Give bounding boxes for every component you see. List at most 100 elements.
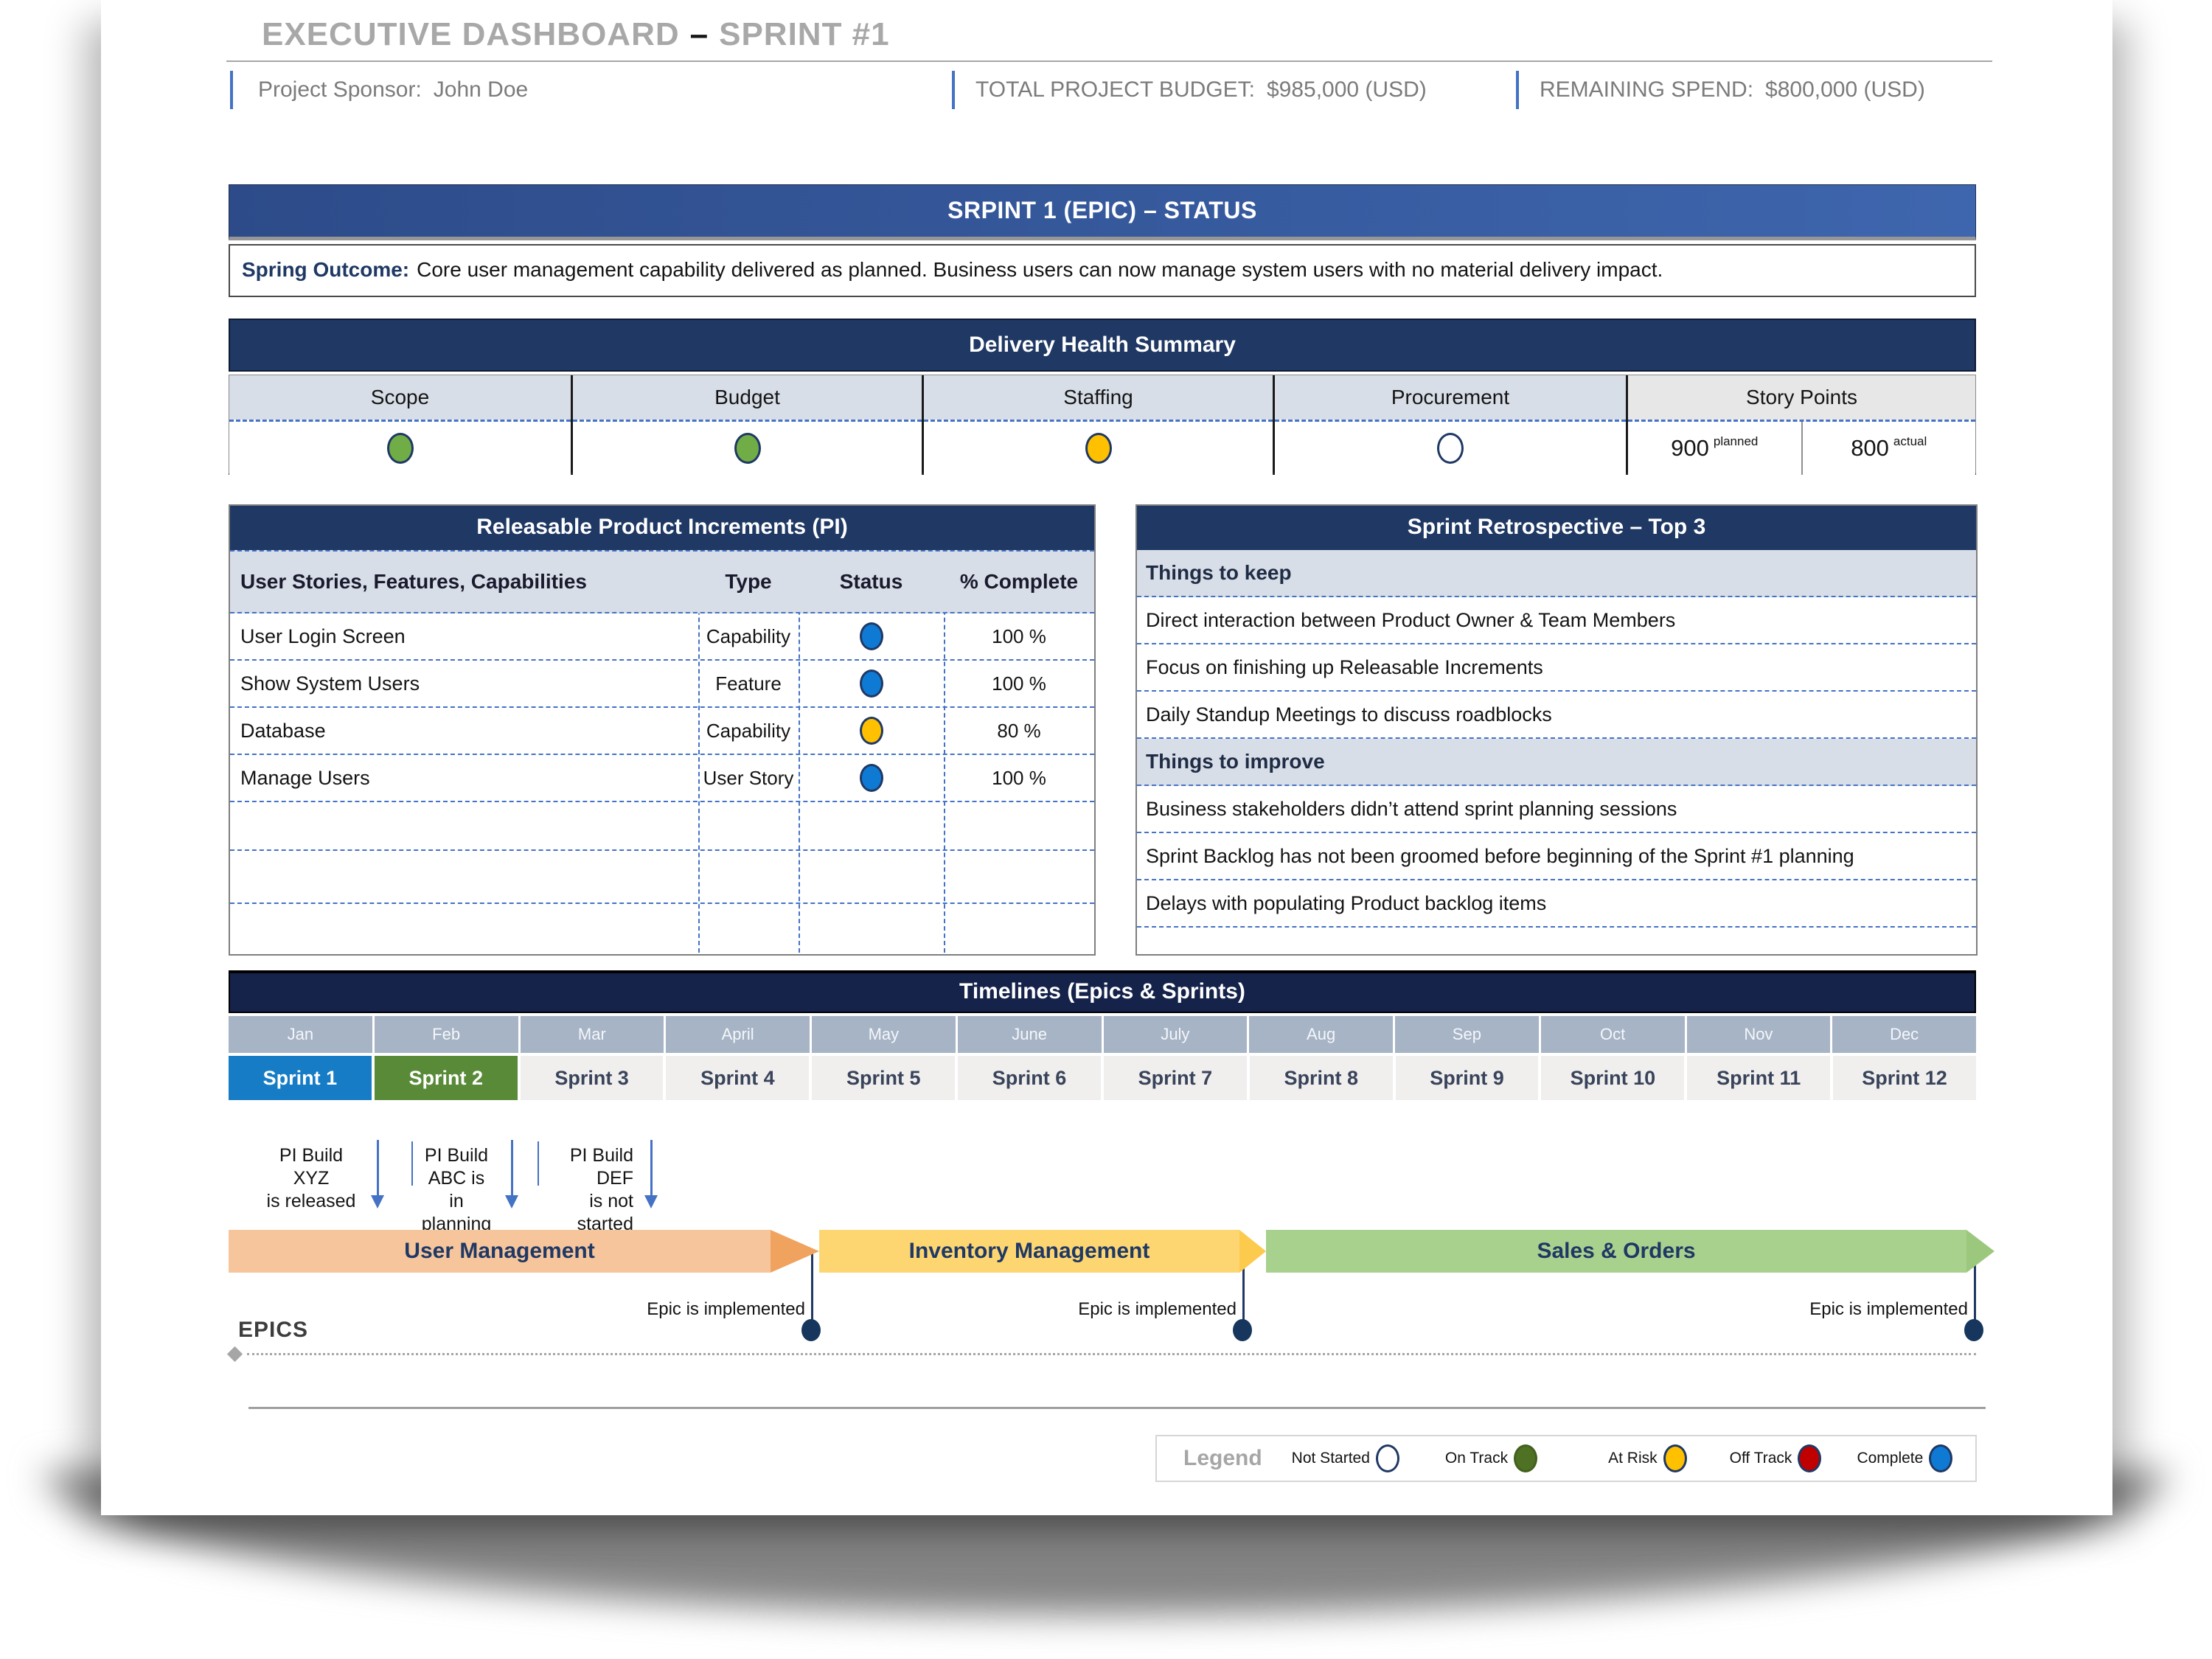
sprint-cell: Sprint 6 (958, 1056, 1101, 1100)
info-tick-sponsor (230, 71, 233, 109)
status-dot-not-started-icon (1375, 1444, 1399, 1472)
remaining-spend-label: REMAINING SPEND: (1540, 77, 1754, 102)
note-line: PI Build (424, 1145, 489, 1166)
health-col-procurement: Procurement (1275, 375, 1628, 475)
table-row-empty (230, 851, 1094, 904)
down-arrow-icon (644, 1140, 658, 1208)
epic-arrowhead-icon (771, 1230, 819, 1273)
note-line: PI Build XYZ (279, 1145, 344, 1189)
health-col-story-points: Story Points 900 planned 800 actual (1628, 375, 1975, 475)
milestone-dot-icon (1233, 1319, 1252, 1341)
total-budget-label: TOTAL PROJECT BUDGET: (975, 77, 1255, 102)
health-col-budget: Budget (573, 375, 924, 475)
project-sponsor-value: John Doe (433, 77, 529, 102)
sprint-cell-done: Sprint 2 (374, 1056, 518, 1100)
pi-row-type: User Story (703, 766, 794, 789)
status-dot-not-started-icon (1437, 433, 1464, 464)
note-line: is not (589, 1191, 633, 1211)
epic-arrowhead-icon (1239, 1230, 1266, 1273)
story-points-planned-value: 900 (1671, 435, 1709, 461)
milestone-label: Epic is implemented (1078, 1299, 1237, 1319)
health-col-scope: Scope (229, 375, 573, 475)
pi-row-name: Database (240, 719, 326, 742)
pi-header-pct: % Complete (959, 570, 1079, 593)
sprint-outcome-label: Spring Outcome: (242, 258, 410, 281)
retrospective-title: Sprint Retrospective – Top 3 (1137, 506, 1976, 550)
list-item: Focus on finishing up Releasable Increme… (1137, 644, 1976, 692)
delivery-health-title: Delivery Health Summary (229, 319, 1976, 372)
status-dot-at-risk-icon (1663, 1444, 1687, 1472)
month-cell: Jan (229, 1016, 372, 1053)
status-dot-off-track-icon (1798, 1444, 1822, 1472)
timeline-sprints-row: Sprint 1 Sprint 2 Sprint 3 Sprint 4 Spri… (229, 1056, 1976, 1100)
table-row: User Login Screen Capability 100 % (230, 613, 1094, 661)
pi-row-type: Capability (706, 719, 791, 742)
legend-item-label: At Risk (1608, 1450, 1658, 1467)
list-item: Business stakeholders didn’t attend spri… (1137, 786, 1976, 833)
info-tick-remaining (1516, 71, 1519, 109)
timeline-months-row: Jan Feb Mar April May June July Aug Sep … (229, 1016, 1976, 1053)
retro-keep-header: Things to keep (1137, 550, 1976, 597)
milestone-line (811, 1253, 813, 1327)
pi-build-note-xyz: PI Build XYZ is released (260, 1144, 363, 1213)
footer-divider (248, 1407, 1986, 1409)
status-dot-complete-icon (859, 764, 883, 792)
pi-row-pct: 80 % (997, 719, 1041, 742)
pi-row-pct: 100 % (992, 672, 1046, 695)
legend-item-label: Complete (1857, 1450, 1924, 1467)
table-row: Manage Users User Story 100 % (230, 755, 1094, 802)
table-row: Database Capability 80 % (230, 708, 1094, 755)
pi-row-pct: 100 % (992, 766, 1046, 789)
legend: Legend Not Started On Track At Risk Off … (1155, 1435, 1977, 1482)
list-item: Direct interaction between Product Owner… (1137, 597, 1976, 644)
epic-bar-user-management: User Management (229, 1230, 771, 1273)
pi-build-note-def: PI Build DEF is not started (543, 1144, 633, 1236)
total-budget-value: $985,000 (USD) (1266, 77, 1427, 102)
milestone-label: Epic is implemented (647, 1299, 805, 1319)
pi-row-type: Feature (715, 672, 782, 695)
pi-row-name: User Login Screen (240, 625, 406, 647)
pi-header-status: Status (839, 570, 903, 593)
timeline-title: Timelines (Epics & Sprints) (229, 970, 1976, 1013)
sprint-cell: Sprint 5 (812, 1056, 956, 1100)
health-scope-label: Scope (229, 375, 571, 420)
pi-col-divider (944, 552, 945, 953)
legend-item-off-track: Off Track (1730, 1444, 1822, 1472)
sprint-cell: Sprint 9 (1395, 1056, 1539, 1100)
info-tick-budget (952, 71, 955, 109)
sprint-outcome-box: Spring Outcome: Core user management capa… (229, 244, 1976, 297)
pi-row-type: Capability (706, 625, 791, 647)
month-cell: Oct (1540, 1016, 1685, 1053)
total-budget: TOTAL PROJECT BUDGET: $985,000 (USD) (975, 71, 1427, 109)
legend-item-on-track: On Track (1445, 1444, 1538, 1472)
pi-row-pct: 100 % (992, 625, 1046, 647)
status-dot-on-track-icon (1514, 1444, 1538, 1472)
epics-axis-line (247, 1353, 1976, 1355)
pi-header-row: User Stories, Features, Capabilities Typ… (230, 550, 1094, 613)
status-dot-at-risk-icon (1085, 433, 1112, 464)
sprint-status-banner: SRPINT 1 (EPIC) – STATUS (229, 184, 1976, 240)
axis-diamond-icon (226, 1346, 243, 1363)
month-cell: April (666, 1016, 810, 1053)
pi-col-divider (698, 552, 700, 953)
pi-table-title: Releasable Product Increments (PI) (230, 506, 1094, 550)
epic-bar-inventory-management: Inventory Management (819, 1230, 1239, 1273)
legend-item-not-started: Not Started (1292, 1444, 1399, 1472)
page-title: EXECUTIVE DASHBOARD – SPRINT #1 (262, 16, 890, 53)
story-points-planned: 900 planned (1628, 422, 1801, 475)
retrospective-panel: Sprint Retrospective – Top 3 Things to k… (1135, 504, 1978, 956)
sprint-cell: Sprint 10 (1541, 1056, 1685, 1100)
page-title-suffix: SPRINT #1 (719, 16, 890, 52)
milestone-line (1974, 1253, 1976, 1327)
story-points-actual-value: 800 (1851, 435, 1889, 461)
legend-item-at-risk: At Risk (1608, 1444, 1687, 1472)
list-item: Daily Standup Meetings to discuss roadbl… (1137, 692, 1976, 739)
status-dot-on-track-icon (386, 433, 414, 464)
sprint-cell-active: Sprint 1 (229, 1056, 372, 1100)
month-cell: June (957, 1016, 1102, 1053)
note-line: is released (266, 1191, 356, 1211)
list-item: Sprint Backlog has not been groomed befo… (1137, 833, 1976, 880)
month-cell: Aug (1249, 1016, 1393, 1053)
slide-page: EXECUTIVE DASHBOARD – SPRINT #1 Project Sp… (101, 0, 2112, 1515)
delivery-health-table: Scope Budget Staffing Procurement Story … (229, 375, 1976, 475)
